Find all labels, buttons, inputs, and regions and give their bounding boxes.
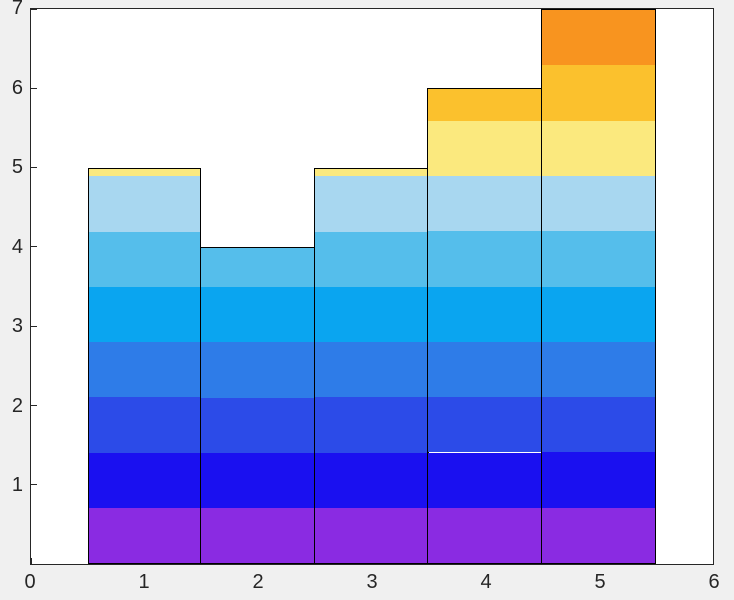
bar-segment bbox=[201, 397, 315, 453]
bar-segment bbox=[314, 168, 428, 177]
x-tick-mark bbox=[30, 558, 32, 564]
bar-segment bbox=[542, 10, 656, 66]
bar-segment bbox=[88, 342, 201, 398]
bar-segment bbox=[88, 397, 201, 453]
bar-segment bbox=[542, 175, 656, 232]
bar-segment bbox=[542, 120, 656, 176]
bar-segment bbox=[428, 286, 542, 342]
bar-segment bbox=[314, 397, 428, 453]
bar-segment bbox=[428, 341, 542, 398]
bar-segment bbox=[88, 231, 201, 287]
bar-segment bbox=[428, 120, 542, 177]
bar bbox=[200, 246, 316, 564]
y-tick-mark bbox=[31, 484, 37, 486]
y-tick-label: 1 bbox=[11, 474, 23, 497]
bar-segment bbox=[542, 452, 656, 508]
bar-segment bbox=[428, 176, 542, 232]
y-tick-label: 4 bbox=[11, 235, 23, 258]
x-tick-label: 1 bbox=[138, 571, 150, 593]
bar-segment bbox=[201, 247, 315, 288]
bar-segment bbox=[428, 89, 542, 121]
y-tick-mark bbox=[31, 167, 37, 169]
plot-area bbox=[30, 8, 714, 565]
bar-segment bbox=[542, 231, 656, 287]
bar-segment bbox=[314, 342, 428, 398]
bar bbox=[541, 9, 657, 564]
bar-segment bbox=[428, 507, 542, 563]
bar-segment bbox=[542, 397, 656, 453]
bar-segment bbox=[88, 168, 201, 177]
bar-segment bbox=[314, 452, 428, 508]
bar-segment bbox=[314, 507, 428, 563]
bar-segment bbox=[88, 176, 201, 232]
bar bbox=[427, 88, 543, 564]
x-tick-mark bbox=[712, 558, 714, 564]
y-tick-label: 7 bbox=[11, 0, 23, 19]
bar-segment bbox=[542, 65, 656, 121]
bar-segment bbox=[201, 452, 315, 508]
bar-segment bbox=[88, 452, 201, 508]
bar bbox=[87, 167, 202, 564]
bar bbox=[313, 167, 429, 564]
y-tick-label: 3 bbox=[11, 315, 23, 338]
bar-segment bbox=[428, 231, 542, 287]
y-tick-mark bbox=[31, 246, 37, 248]
bar-segment bbox=[542, 341, 656, 398]
y-tick-mark bbox=[31, 87, 37, 89]
bar-segment bbox=[428, 452, 542, 508]
bar-segment bbox=[201, 507, 315, 563]
y-tick-mark bbox=[31, 8, 37, 10]
bar-segment bbox=[88, 286, 201, 343]
bar-segment bbox=[88, 507, 201, 563]
bar-segment bbox=[201, 287, 315, 343]
y-tick-mark bbox=[31, 404, 37, 406]
bar-segment bbox=[542, 286, 656, 342]
bar-segment bbox=[542, 507, 656, 563]
x-tick-label: 4 bbox=[480, 571, 492, 593]
x-tick-label: 5 bbox=[594, 571, 606, 593]
x-tick-label: 3 bbox=[366, 571, 378, 593]
x-tick-label: 6 bbox=[708, 571, 720, 593]
bar-segment bbox=[428, 397, 542, 453]
y-tick-label: 5 bbox=[11, 156, 23, 179]
bar-segment bbox=[314, 231, 428, 287]
bar-segment bbox=[201, 342, 315, 398]
x-tick-label: 0 bbox=[24, 571, 36, 593]
bar-segment bbox=[314, 176, 428, 232]
x-tick-label: 2 bbox=[252, 571, 264, 593]
bar-segment bbox=[314, 286, 428, 343]
y-tick-mark bbox=[31, 325, 37, 327]
y-tick-label: 2 bbox=[11, 394, 23, 417]
y-tick-label: 6 bbox=[11, 76, 23, 99]
